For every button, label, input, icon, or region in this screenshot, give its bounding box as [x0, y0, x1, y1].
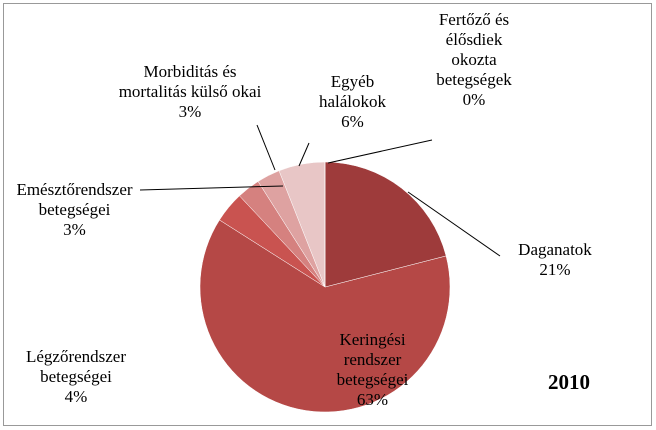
slice-label: Fertőző és élősdiek okozta betegségek 0%	[428, 10, 520, 110]
value-label: 4%	[64, 387, 88, 406]
slice-label: Morbiditás és mortalitás külső okai 3%	[115, 62, 265, 122]
value-label: 21%	[539, 260, 571, 279]
pie-slice	[324, 161, 447, 288]
leader-line	[327, 139, 433, 164]
leader-line	[298, 142, 310, 167]
category-label: Egyéb halálokok	[318, 72, 387, 111]
annotation: 2010	[548, 370, 590, 394]
category-label: Morbiditás és mortalitás külső okai	[118, 62, 262, 101]
category-label: Keringési rendszer betegségei	[336, 330, 409, 389]
category-label: Emésztőrendszer betegségei	[16, 180, 133, 219]
leader-line	[139, 185, 284, 191]
leader-line	[407, 191, 501, 257]
slice-label: Keringési rendszer betegségei 63%	[325, 330, 420, 410]
category-label: Daganatok	[518, 240, 592, 259]
category-label: Légzőrendszer betegségei	[25, 347, 127, 386]
pie-slice	[199, 219, 451, 413]
slice-label: Daganatok 21%	[505, 240, 605, 280]
category-label: Fertőző és élősdiek okozta betegségek	[436, 10, 512, 89]
value-label: 63%	[356, 390, 389, 409]
value-label: 3%	[63, 220, 86, 239]
chart-border	[3, 3, 652, 426]
slice-label: Egyéb halálokok 6%	[305, 72, 400, 132]
value-label: 6%	[341, 112, 364, 131]
value-label: 3%	[178, 102, 202, 121]
value-label: 0%	[462, 90, 486, 109]
slice-label: Légzőrendszer betegségei 4%	[20, 347, 132, 407]
leader-lines	[139, 124, 501, 257]
leader-line	[256, 124, 276, 171]
slice-label: Emésztőrendszer betegségei 3%	[12, 180, 137, 240]
